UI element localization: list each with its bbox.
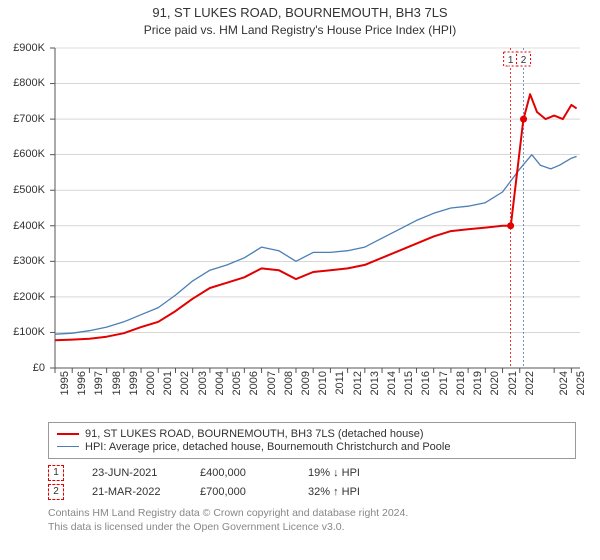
chart-container: 91, ST LUKES ROAD, BOURNEMOUTH, BH3 7LS … [0, 0, 600, 534]
y-tick-label: £200K [13, 291, 45, 303]
x-tick-label: 2007 [266, 371, 278, 401]
legend-label: HPI: Average price, detached house, Bour… [85, 441, 450, 453]
x-tick-label: 2005 [231, 371, 243, 401]
x-tick-label: 1997 [93, 371, 105, 401]
x-tick-label: 2012 [352, 371, 364, 401]
legend-item: 91, ST LUKES ROAD, BOURNEMOUTH, BH3 7LS … [57, 428, 567, 440]
chart-area: 12 £0 £100K £200K £300K £400K £500K £600K £700K… [0, 38, 600, 418]
legend-swatch [57, 433, 79, 435]
x-tick-label: 2017 [438, 371, 450, 401]
legend-label: 91, ST LUKES ROAD, BOURNEMOUTH, BH3 7LS … [85, 428, 423, 440]
y-tick-label: £400K [13, 220, 45, 232]
x-tick-label: 2009 [300, 371, 312, 401]
marker-badge: 1 [48, 465, 64, 481]
legend: 91, ST LUKES ROAD, BOURNEMOUTH, BH3 7LS … [48, 422, 576, 459]
x-tick-label: 2024 [558, 371, 570, 401]
x-tick-label: 1996 [76, 371, 88, 401]
x-tick-label: 2004 [214, 371, 226, 401]
marker-date: 21-MAR-2022 [92, 486, 172, 498]
svg-text:1: 1 [508, 55, 514, 66]
x-tick-label: 2000 [145, 371, 157, 401]
legend-swatch [57, 446, 79, 447]
x-tick-label: 2003 [197, 371, 209, 401]
y-tick-label: £500K [13, 184, 45, 196]
title-sub: Price paid vs. HM Land Registry's House … [0, 22, 600, 38]
x-tick-label: 1999 [128, 371, 140, 401]
x-tick-label: 2015 [403, 371, 415, 401]
x-tick-label: 2025 [575, 371, 587, 401]
x-tick-label: 1998 [111, 371, 123, 401]
x-tick-label: 2013 [369, 371, 381, 401]
x-tick-label: 2011 [334, 371, 346, 401]
x-tick-label: 2001 [162, 371, 174, 401]
marker-info-row: 1 23-JUN-2021 £400,000 19% ↓ HPI [48, 465, 600, 481]
legend-item: HPI: Average price, detached house, Bour… [57, 441, 567, 453]
x-tick-label: 1995 [59, 371, 71, 401]
x-tick-label: 2002 [179, 371, 191, 401]
x-tick-label: 2016 [420, 371, 432, 401]
footer: Contains HM Land Registry data © Crown c… [48, 506, 600, 534]
footer-line: Contains HM Land Registry data © Crown c… [48, 506, 600, 520]
x-tick-label: 2019 [472, 371, 484, 401]
titles: 91, ST LUKES ROAD, BOURNEMOUTH, BH3 7LS … [0, 0, 600, 38]
x-tick-label: 2020 [489, 371, 501, 401]
y-tick-label: £300K [13, 255, 45, 267]
x-tick-label: 2018 [455, 371, 467, 401]
svg-text:2: 2 [521, 55, 527, 66]
x-tick-label: 2014 [386, 371, 398, 401]
marker-price: £400,000 [200, 467, 280, 479]
marker-date: 23-JUN-2021 [92, 467, 172, 479]
y-tick-label: £800K [13, 77, 45, 89]
y-tick-label: £0 [33, 362, 45, 374]
y-tick-label: £600K [13, 148, 45, 160]
chart-svg: 12 [0, 38, 600, 418]
marker-info-row: 2 21-MAR-2022 £700,000 32% ↑ HPI [48, 484, 600, 500]
marker-delta: 19% ↓ HPI [308, 467, 388, 479]
marker-badge: 2 [48, 484, 64, 500]
x-tick-label: 2008 [283, 371, 295, 401]
x-tick-label: 2022 [524, 371, 536, 401]
y-tick-label: £700K [13, 113, 45, 125]
x-tick-label: 2006 [248, 371, 260, 401]
title-main: 91, ST LUKES ROAD, BOURNEMOUTH, BH3 7LS [0, 4, 600, 22]
y-tick-label: £100K [13, 326, 45, 338]
x-tick-label: 2010 [317, 371, 329, 401]
x-tick-label: 2021 [507, 371, 519, 401]
marker-delta: 32% ↑ HPI [308, 486, 388, 498]
y-tick-label: £900K [13, 42, 45, 54]
marker-price: £700,000 [200, 486, 280, 498]
footer-line: This data is licensed under the Open Gov… [48, 520, 600, 534]
